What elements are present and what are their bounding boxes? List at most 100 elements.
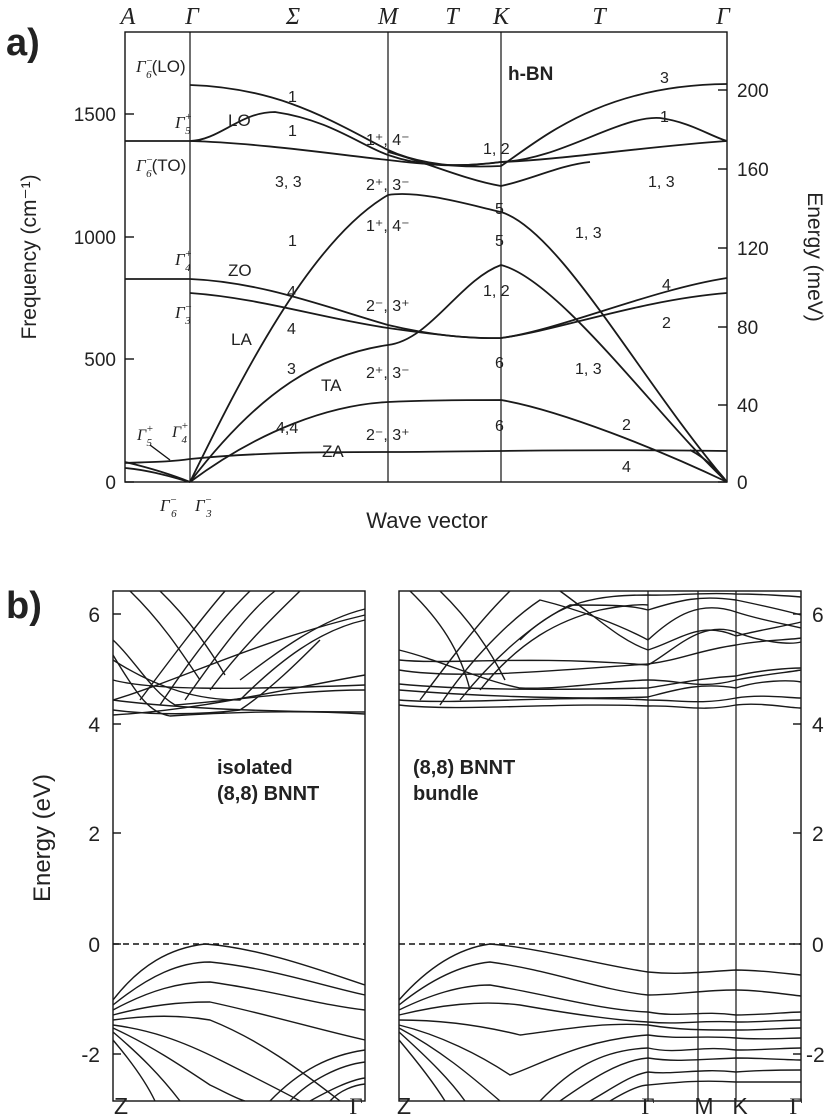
bun-cb-15 [559, 590, 802, 651]
bun-vb-10 [539, 1047, 802, 1102]
bun-vb-9 [398, 1039, 446, 1102]
y-tick-label-1500: 1500 [74, 105, 116, 126]
deg-k-12a: 1, 2 [483, 141, 510, 158]
left-y-ticks [125, 113, 134, 483]
iso-cb-10 [209, 590, 301, 691]
deg-r-1: 1 [660, 109, 669, 126]
gamma5-plus-label: Γ+ 5 [174, 111, 192, 137]
bun-cb-4 [398, 667, 802, 690]
band-zo-second [189, 292, 728, 340]
bun-cb-13 [409, 590, 471, 691]
bundle-frame [398, 590, 802, 1102]
iso-ylabel-0: 0 [88, 934, 100, 957]
gamma6-to-label: Γ− 6(TO) [135, 154, 186, 180]
deg-r-13c: 1, 3 [575, 361, 602, 378]
bun-vb-2 [398, 961, 802, 1006]
mode-zo: ZO [228, 261, 252, 280]
bun-cb-1 [398, 703, 802, 709]
iso-vb-5 [112, 1015, 341, 1102]
panel-b-electronic-bands: b) 6 4 2 0 -2 Energy (eV) Z Γ isolated [6, 585, 825, 1117]
deg-k-6a: 6 [495, 355, 504, 372]
iso-cb-14 [159, 590, 226, 676]
iso-cb-8 [159, 590, 251, 706]
bun-vb-8 [398, 1031, 466, 1102]
top-label-k: K [492, 4, 511, 30]
y-tick-label-0: 0 [105, 473, 116, 494]
deg-m-5: 2⁺, 3⁻ [366, 365, 410, 382]
bottom-gamma-labels: Γ− 6 Γ− 3 [159, 494, 212, 520]
iso-ylabel-6: 6 [88, 604, 100, 627]
ry-tick-label-40: 40 [737, 396, 758, 417]
bun-ylabel-6: 6 [812, 604, 824, 627]
top-label-a: A [119, 4, 136, 30]
top-label-gamma-2: Γ [715, 4, 731, 30]
iso-vb-3 [112, 981, 366, 1011]
deg-r-13b: 1, 3 [575, 225, 602, 242]
gamma5-plus-low-label: Γ+ 5 [136, 423, 154, 449]
gamma3-minus-label: Γ− 3 [174, 301, 192, 327]
iso-vb-13 [329, 1083, 366, 1102]
iso-cb-6 [112, 619, 366, 701]
isolated-y-tick-labels: 6 4 2 0 -2 [81, 604, 100, 1067]
bun-cb-8 [419, 590, 511, 701]
bun-ylabel-4: 4 [812, 714, 824, 737]
bun-vb-13 [609, 1080, 801, 1102]
energy-ev-axis-title: Energy (eV) [29, 774, 56, 902]
bundle-y-tick-labels: 6 4 2 0 -2 [806, 604, 825, 1067]
deg-r-4b: 4 [622, 459, 631, 476]
iso-vb-1 [112, 943, 366, 1001]
mode-lo: LO [228, 111, 251, 130]
phonon-bands [124, 83, 728, 483]
bun-xlabel-gamma-1: Γ [641, 1094, 654, 1117]
bun-vb-12 [589, 1069, 802, 1102]
bun-cb-7 [398, 649, 802, 689]
iso-vb-9 [112, 1039, 156, 1102]
deg-r-13a: 1, 3 [648, 174, 675, 191]
iso-conduction-bands [112, 590, 366, 717]
bun-cb-11 [479, 604, 649, 691]
bun-vb-11 [559, 1057, 802, 1102]
bun-vb-1 [398, 943, 802, 1001]
deg-k-5b: 5 [495, 233, 504, 250]
isolated-frame [112, 590, 366, 1102]
bun-vb-7 [398, 1027, 501, 1102]
band-low-flat [124, 449, 728, 464]
mode-la: LA [231, 330, 252, 349]
iso-cb-12 [239, 608, 366, 681]
bun-cb-14 [439, 590, 506, 681]
ry-tick-label-120: 120 [737, 239, 769, 260]
bun-xlabel-z: Z [397, 1093, 411, 1117]
ry-tick-label-80: 80 [737, 318, 758, 339]
bun-vb-6 [398, 1024, 802, 1076]
ry-tick-label-0: 0 [737, 473, 748, 494]
bun-cb-2 [398, 695, 802, 703]
top-label-t-2: T [592, 4, 607, 30]
panel-b-label: b) [6, 585, 42, 627]
deg-k-5a: 5 [495, 201, 504, 218]
panel-a-frame [124, 31, 728, 483]
deg-r-2b: 2 [622, 417, 631, 434]
iso-xlabel-z: Z [114, 1093, 128, 1117]
deg-1c: 1 [288, 233, 297, 250]
panel-a-phonon-chart: a) 0 500 1000 1500 0 [6, 4, 826, 533]
right-y-ticks [718, 89, 727, 483]
iso-vb-2 [112, 961, 366, 1006]
band-k-dip [387, 151, 591, 187]
deg-33: 3, 3 [275, 174, 302, 191]
bun-vb-3 [398, 984, 802, 1016]
deg-k-12b: 1, 2 [483, 283, 510, 300]
deg-1a: 1 [288, 89, 297, 106]
iso-valence-bands [112, 943, 366, 1102]
y-axis-title-left: Frequency (cm⁻¹) [18, 174, 41, 339]
deg-m-1: 1⁺, 4⁻ [366, 132, 410, 149]
bun-ylabel-2: 2 [812, 823, 824, 846]
deg-44: 4,4 [276, 420, 298, 437]
mode-za: ZA [322, 442, 344, 461]
deg-r-2a: 2 [662, 315, 671, 332]
bun-cb-12 [519, 592, 802, 641]
iso-cb-13 [129, 590, 201, 681]
iso-vb-4 [112, 1001, 366, 1041]
isolated-bnnt-chart: 6 4 2 0 -2 Energy (eV) Z Γ isolated (8,8… [29, 590, 366, 1117]
bun-xlabel-gamma-2: Γ [789, 1094, 802, 1117]
